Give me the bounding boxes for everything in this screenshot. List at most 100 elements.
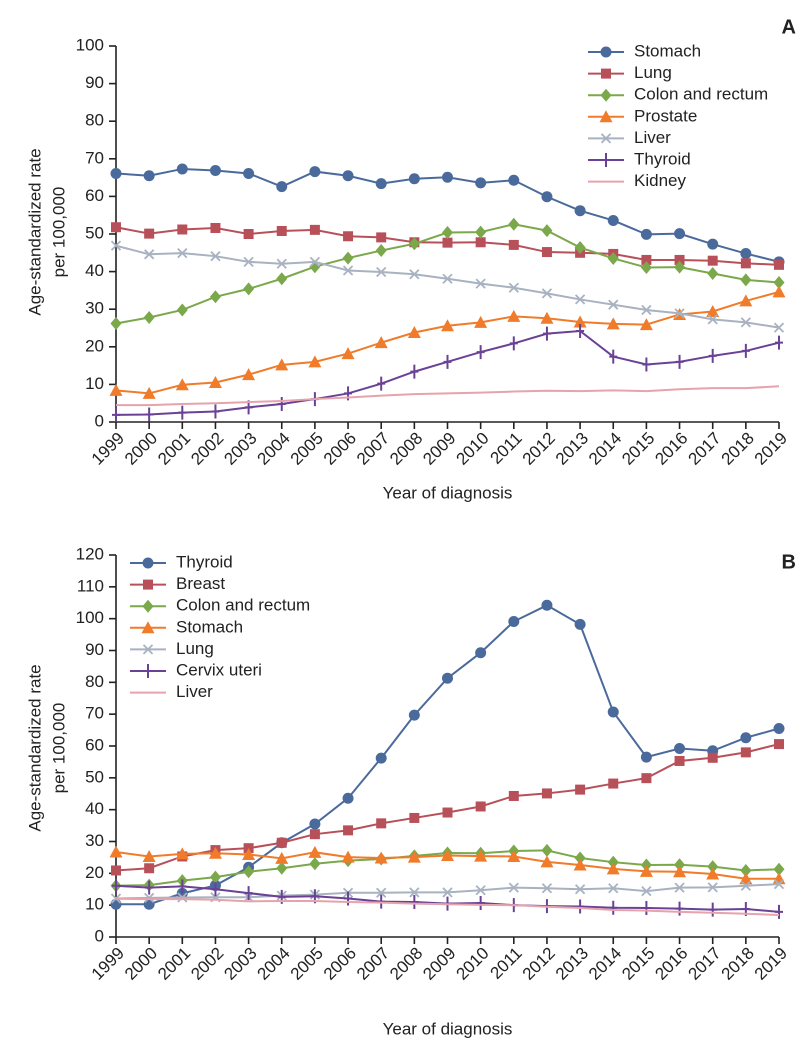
legend-label: Thyroid — [176, 552, 233, 571]
data-point — [409, 812, 420, 823]
data-point — [407, 326, 421, 339]
data-point — [772, 285, 786, 298]
y-axis-label: Age-standardized rate — [25, 148, 44, 315]
data-point — [575, 784, 586, 795]
data-point — [475, 237, 486, 248]
x-tick-label: 2000 — [121, 944, 161, 984]
data-point — [474, 849, 488, 862]
data-point — [642, 357, 651, 372]
data-point — [608, 883, 619, 894]
legend-label: Kidney — [634, 171, 686, 190]
data-point — [639, 318, 653, 331]
legend-marker — [143, 579, 153, 590]
data-point — [640, 260, 652, 274]
data-point — [145, 407, 154, 422]
x-tick-label: 2013 — [552, 429, 592, 469]
data-point — [675, 354, 684, 369]
data-point — [175, 378, 189, 391]
data-point — [507, 309, 521, 322]
y-tick-label: 10 — [85, 374, 104, 393]
data-point — [609, 900, 618, 915]
x-tick-label: 2006 — [320, 429, 360, 469]
data-point — [607, 855, 619, 869]
series-line — [116, 385, 780, 407]
data-point — [573, 315, 587, 328]
data-point — [674, 254, 685, 265]
data-point — [475, 647, 487, 659]
data-point — [276, 837, 287, 848]
data-point — [109, 845, 123, 858]
data-point — [576, 324, 585, 339]
y-tick-label: 0 — [95, 926, 104, 945]
data-point — [774, 259, 784, 270]
data-point — [573, 858, 587, 871]
data-point — [442, 273, 453, 284]
x-tick-label: 2019 — [751, 429, 791, 469]
data-point — [508, 239, 519, 250]
data-point — [775, 335, 783, 350]
y-tick-label: 30 — [85, 831, 104, 850]
data-point — [376, 887, 387, 898]
data-point — [275, 358, 289, 371]
data-point — [144, 892, 155, 903]
data-point — [441, 319, 454, 332]
y-tick-label: 50 — [85, 223, 104, 242]
data-point — [410, 364, 419, 379]
y-tick-label: 60 — [85, 735, 104, 754]
data-point — [476, 895, 485, 910]
data-point — [607, 706, 619, 718]
legend-label: Liver — [634, 128, 671, 147]
data-point — [211, 404, 220, 419]
data-point — [375, 752, 387, 764]
data-point — [208, 846, 222, 859]
data-point — [110, 167, 122, 179]
x-tick-label: 2015 — [618, 944, 658, 984]
data-point — [541, 288, 553, 299]
x-tick-label: 2018 — [718, 429, 758, 469]
data-point — [407, 850, 421, 863]
data-point — [309, 818, 321, 830]
x-tick-label: 2016 — [651, 429, 691, 469]
data-point — [243, 256, 254, 267]
x-tick-label: 2007 — [353, 944, 393, 984]
data-point — [476, 345, 485, 360]
data-point — [112, 407, 120, 422]
data-point — [606, 317, 620, 330]
data-point — [208, 376, 222, 389]
data-point — [243, 229, 254, 239]
data-point — [110, 240, 122, 251]
legend-label: Lung — [176, 639, 214, 658]
data-point — [508, 217, 520, 231]
data-point — [341, 850, 355, 863]
data-point — [410, 894, 419, 909]
x-tick-label: 2003 — [220, 429, 260, 469]
data-point — [541, 224, 553, 238]
data-point — [376, 266, 387, 278]
x-tick-label: 2011 — [487, 429, 526, 468]
data-point — [541, 883, 553, 894]
data-point — [706, 304, 720, 317]
data-point — [674, 755, 685, 766]
data-point — [242, 368, 256, 381]
data-point — [639, 864, 653, 877]
data-point — [144, 863, 155, 874]
x-tick-label: 2001 — [154, 944, 194, 984]
x-tick-label: 2005 — [287, 429, 327, 469]
data-point — [177, 224, 188, 235]
data-point — [308, 845, 322, 858]
data-point — [144, 228, 155, 239]
data-point — [178, 405, 187, 420]
data-point — [275, 851, 289, 864]
data-point — [177, 892, 188, 903]
data-point — [740, 273, 752, 287]
x-tick-label: 2012 — [519, 944, 559, 984]
data-point — [242, 848, 256, 861]
data-point — [475, 278, 486, 289]
data-point — [177, 248, 188, 259]
data-point — [541, 599, 553, 611]
x-tick-label: 2002 — [187, 429, 227, 469]
data-point — [178, 879, 187, 894]
data-point — [540, 311, 554, 324]
x-tick-label: 2010 — [452, 944, 492, 984]
data-point — [441, 849, 454, 862]
